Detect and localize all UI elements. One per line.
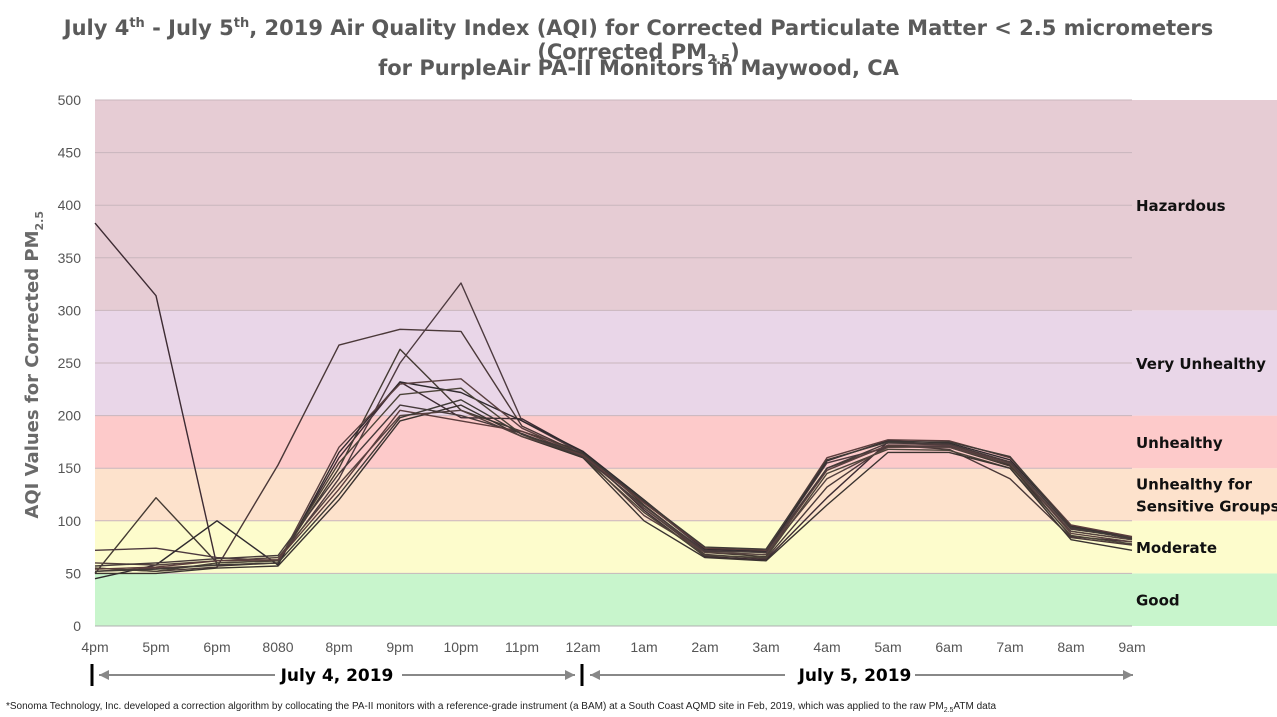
- date-label-july-4: July 4, 2019: [280, 666, 394, 686]
- x-tick-label: 5pm: [142, 639, 169, 655]
- band-label: Unhealthy: [1136, 434, 1223, 452]
- band-label: Very Unhealthy: [1136, 355, 1266, 373]
- series-line: [94, 387, 1133, 572]
- band-unhealthy: [95, 415, 1277, 469]
- x-tick-label: 6am: [935, 639, 962, 655]
- x-tick-label: 8pm: [325, 639, 352, 655]
- series-line: [94, 404, 1133, 567]
- x-tick-label: 6pm: [203, 639, 230, 655]
- x-tick-label: 9pm: [386, 639, 413, 655]
- x-tick-label: 4am: [813, 639, 840, 655]
- series-line: [94, 409, 1133, 570]
- band-label: Unhealthy for: [1136, 476, 1253, 494]
- arrow-head: [99, 670, 109, 680]
- date-label-july-5: July 5, 2019: [798, 666, 912, 686]
- y-tick-label: 400: [58, 197, 82, 213]
- band-good: [95, 573, 1277, 626]
- x-tick-label: 11pm: [505, 639, 539, 655]
- y-tick-label: 150: [58, 460, 82, 476]
- y-tick-label: 0: [73, 618, 81, 634]
- y-axis-ticks: 0 50 100 150 200 250 300 350 400 450 500: [58, 92, 82, 634]
- y-tick-label: 250: [58, 355, 82, 371]
- x-tick-label: 1am: [630, 639, 657, 655]
- band-label: Sensitive Groups: [1136, 498, 1277, 516]
- arrow-head: [590, 670, 600, 680]
- series-lines: [94, 222, 1133, 580]
- chart-subtitle: for PurpleAir PA-II Monitors in Maywood,…: [378, 56, 899, 80]
- x-axis-ticks: 4pm 5pm 6pm 8080 8pm 9pm 10pm 11pm 12am 1am 2am 3am…: [81, 639, 1145, 655]
- arrow-head: [1123, 670, 1133, 680]
- x-tick-label: 3am: [752, 639, 779, 655]
- x-tick-label: 12am: [565, 639, 600, 655]
- x-tick-label: 10pm: [443, 639, 478, 655]
- series-line: [94, 399, 1133, 572]
- x-tick-label: 9am: [1118, 639, 1145, 655]
- series-line: [95, 404, 1133, 575]
- x-tick-label: 8080: [262, 639, 293, 655]
- x-tick-label: 7am: [996, 639, 1023, 655]
- y-tick-label: 50: [65, 565, 81, 581]
- aqi-line-chart: 0 50 100 150 200 250 300 350 400 450 500 4pm 5pm 6pm…: [58, 92, 1277, 686]
- y-tick-label: 500: [58, 92, 82, 108]
- y-tick-label: 100: [58, 513, 82, 529]
- arrow-head: [565, 670, 575, 680]
- footnote: *Sonoma Technology, Inc. developed a cor…: [6, 701, 997, 714]
- y-tick-label: 300: [58, 302, 82, 318]
- band-label: Moderate: [1136, 539, 1217, 557]
- band-unhealthy-for-sensitive-groups: [95, 468, 1277, 521]
- x-tick-label: 2am: [691, 639, 718, 655]
- date-range-annotations: July 4, 2019 July 5, 2019: [90, 664, 1133, 686]
- y-tick-label: 350: [58, 250, 82, 266]
- band-label: Hazardous: [1136, 197, 1226, 215]
- y-tick-label: 450: [58, 145, 82, 161]
- gridlines: [95, 99, 1132, 627]
- x-tick-label: 5am: [874, 639, 901, 655]
- x-tick-label: 4pm: [81, 639, 108, 655]
- aqi-category-labels: Good Moderate Unhealthy for Sensitive Group…: [1136, 197, 1277, 610]
- x-tick-label: 8am: [1057, 639, 1084, 655]
- chart-title: July 4th - July 5th, 2019 Air Quality In…: [63, 16, 1214, 69]
- band-label: Good: [1136, 592, 1180, 610]
- y-tick-label: 200: [58, 408, 82, 424]
